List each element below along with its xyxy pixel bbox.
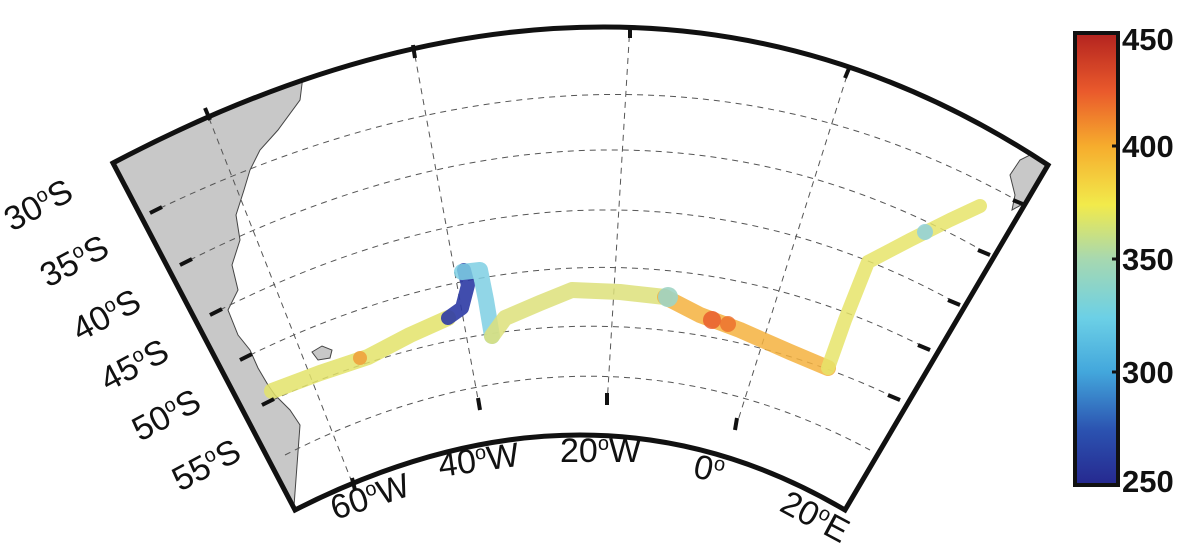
lon-label-40w: 40oW	[436, 436, 522, 485]
lat-label-35s: 35oS	[34, 228, 115, 295]
track-segment-3	[454, 262, 500, 344]
frame-ticks	[149, 25, 1026, 491]
africa-land	[1009, 139, 1048, 211]
colorbar-ticks	[1112, 144, 1118, 374]
colorbar-tick-350: 350	[1122, 242, 1174, 277]
lat-label-55s: 55oS	[166, 432, 247, 499]
track-segment-4	[484, 282, 673, 344]
colorbar-tick-450: 450	[1122, 22, 1174, 57]
longitude-labels: 60oW 40oW 20oW 0o 20oE	[326, 432, 856, 551]
land	[113, 49, 1048, 511]
lon-label-0: 0o	[690, 448, 727, 491]
map-frame	[109, 24, 1052, 514]
lat-label-50s: 50oS	[126, 382, 207, 449]
lat-label-45s: 45oS	[94, 332, 175, 399]
track-blue-segment	[917, 224, 933, 240]
colorbar-labels: 450 400 350 300 250	[1122, 22, 1174, 499]
lat-label-30s: 30oS	[0, 172, 79, 239]
cruise-track	[264, 199, 987, 399]
track-segment-6	[821, 199, 987, 375]
lon-label-20w: 20oW	[560, 432, 641, 470]
track-loop-near-0	[658, 287, 678, 307]
track-high-near-0	[703, 311, 721, 329]
track-high-spot-1	[353, 351, 367, 365]
track-high-near-0b	[720, 316, 736, 332]
colorbar-tick-400: 400	[1122, 129, 1174, 164]
lat-label-40s: 40oS	[66, 282, 147, 349]
colorbar-tick-250: 250	[1122, 464, 1174, 499]
track-segment-5	[657, 289, 836, 376]
colorbar	[1073, 31, 1120, 487]
track-segment-1	[264, 310, 456, 399]
colorbar-tick-300: 300	[1122, 355, 1174, 390]
falklands-land	[311, 345, 333, 361]
